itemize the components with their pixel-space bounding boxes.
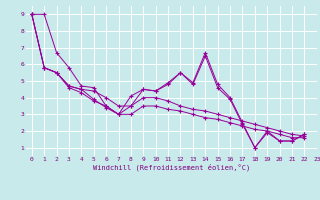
X-axis label: Windchill (Refroidissement éolien,°C): Windchill (Refroidissement éolien,°C) xyxy=(92,164,250,171)
